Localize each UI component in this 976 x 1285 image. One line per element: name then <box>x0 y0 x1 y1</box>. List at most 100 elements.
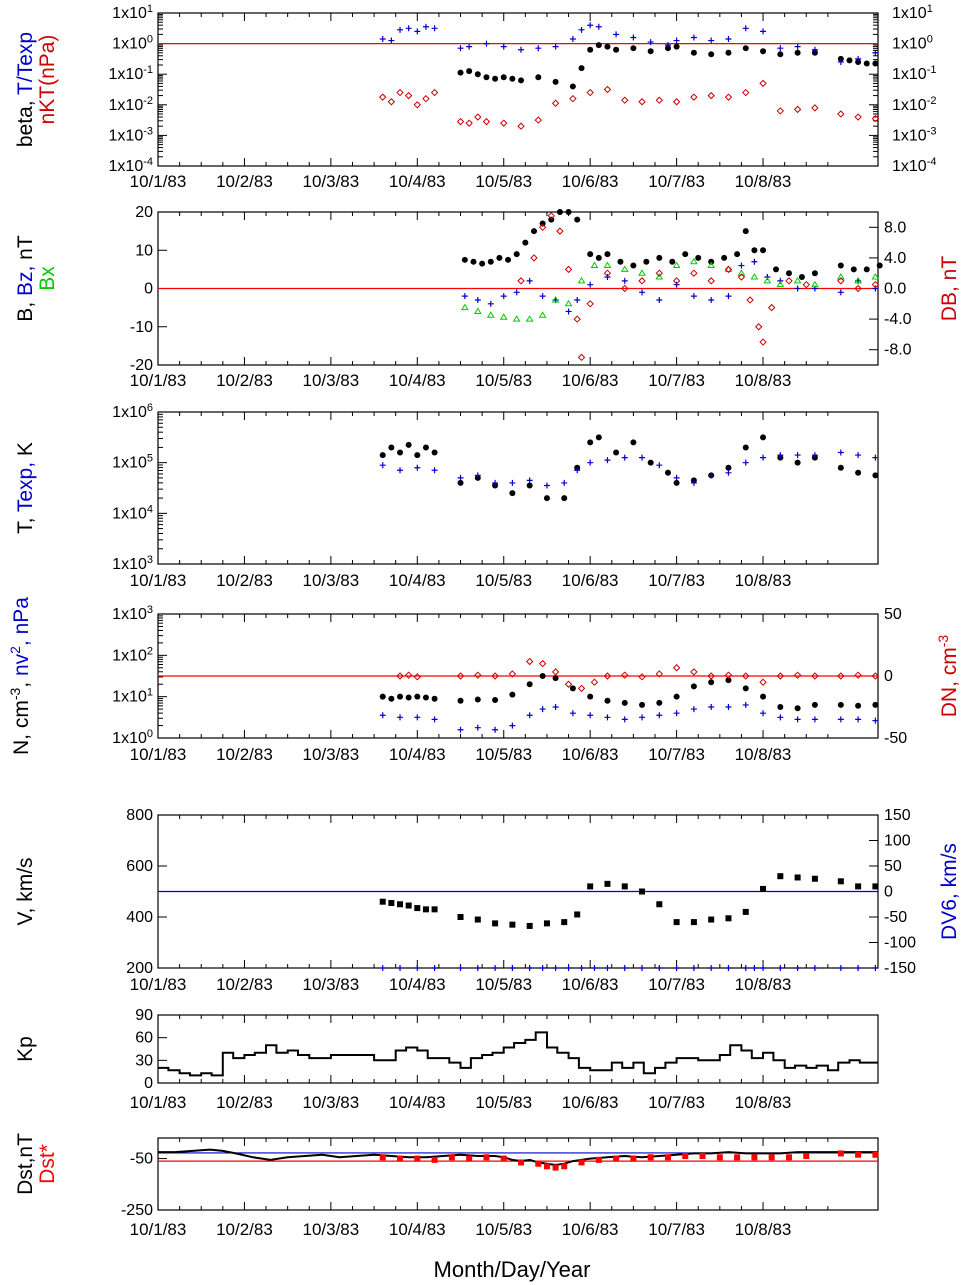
data-point <box>837 58 844 65</box>
x-tick-label: 10/1/83 <box>130 571 187 590</box>
x-tick-label: 10/1/83 <box>130 172 187 191</box>
data-point <box>526 681 533 688</box>
y-tick-label: 800 <box>126 807 153 824</box>
data-point <box>638 277 646 285</box>
data-point <box>574 467 581 474</box>
x-tick-label: 10/4/83 <box>389 1220 446 1239</box>
tick-mantissa: 1x10 <box>112 647 147 664</box>
data-point <box>613 46 620 53</box>
data-point <box>751 247 758 254</box>
x-tick-label: 10/5/83 <box>475 571 532 590</box>
x-tick-label: 10/6/83 <box>562 975 619 994</box>
data-point <box>604 880 611 887</box>
data-point <box>793 105 802 114</box>
data-point <box>872 965 879 971</box>
data-point <box>474 296 481 303</box>
data-point <box>604 251 611 258</box>
data-point <box>534 116 543 124</box>
data-point <box>405 694 412 701</box>
data-point <box>794 43 801 50</box>
tick-mantissa: 1x10 <box>112 689 147 706</box>
data-point <box>737 269 746 276</box>
data-point <box>414 714 421 721</box>
data-point <box>837 701 844 708</box>
data-point <box>470 258 477 265</box>
tick-mantissa: 1x10 <box>892 97 927 114</box>
y-axis-title-part: K <box>14 442 37 456</box>
y-axis-title-part: V, km/s <box>14 857 37 925</box>
data-point <box>457 726 464 733</box>
data-point <box>379 462 386 469</box>
data-point <box>656 254 663 261</box>
series-1 <box>379 1150 879 1171</box>
y-axis-title-part: Texp, <box>14 456 37 512</box>
y2-tick-label: -50 <box>884 730 907 747</box>
data-point <box>526 482 533 489</box>
data-point <box>777 452 784 459</box>
data-point <box>751 258 758 265</box>
y-tick-label: 1x101 <box>892 3 933 22</box>
data-point <box>725 915 732 922</box>
series-0 <box>457 42 879 90</box>
y2-axis-title-part: nKT(nPa) <box>36 35 59 125</box>
y-tick-label: 30 <box>135 1052 153 1069</box>
x-tick-label: 10/2/83 <box>216 371 273 390</box>
x-tick-label: 10/2/83 <box>216 571 273 590</box>
data-point <box>672 98 681 106</box>
data-point <box>474 696 481 703</box>
data-point <box>690 93 698 101</box>
data-point <box>742 701 749 708</box>
data-point <box>876 262 883 269</box>
x-tick-label: 10/4/83 <box>389 1093 446 1112</box>
panel-velocity: 800 600 400 200 150 100 50 0 -50 -100 -150 10/1/83 1… <box>14 807 961 994</box>
data-point <box>539 673 546 679</box>
data-point <box>565 209 572 215</box>
data-point <box>413 101 422 109</box>
data-point <box>794 874 801 881</box>
y-tick-label: 1x10-2 <box>892 95 936 114</box>
data-point <box>863 60 870 67</box>
data-point <box>767 303 776 312</box>
data-point <box>543 482 550 489</box>
data-point <box>586 300 594 308</box>
data-point <box>656 462 663 469</box>
data-point <box>620 265 629 272</box>
data-point <box>466 1155 473 1162</box>
data-point <box>535 1160 542 1167</box>
y-axis-title-part: T/Texp <box>14 32 37 95</box>
data-point <box>855 469 862 476</box>
data-point <box>656 296 663 303</box>
tick-exponent: 0 <box>147 728 153 740</box>
data-point <box>525 315 534 322</box>
tick-mantissa: 1x10 <box>892 5 927 22</box>
data-point <box>734 251 741 258</box>
data-point <box>794 705 801 712</box>
data-point <box>621 716 628 723</box>
tick-exponent: 3 <box>147 554 153 566</box>
data-point <box>854 113 862 121</box>
data-point <box>587 693 594 700</box>
y-tick-label: 10 <box>135 242 153 259</box>
data-point <box>776 672 785 680</box>
tick-exponent: -1 <box>927 64 937 76</box>
data-point <box>664 42 671 49</box>
data-point <box>639 454 646 461</box>
data-point <box>474 671 482 679</box>
data-point <box>457 69 464 76</box>
data-point <box>414 1155 421 1162</box>
data-point <box>690 269 698 277</box>
data-point <box>487 300 494 307</box>
tick-mantissa: 1x10 <box>892 36 927 53</box>
data-point <box>695 254 702 261</box>
data-point <box>673 281 680 288</box>
data-point <box>379 36 386 43</box>
tick-exponent: 1 <box>927 3 933 15</box>
data-point <box>811 701 818 708</box>
data-point <box>742 459 749 466</box>
series-1 <box>379 449 879 489</box>
x-tick-label: 10/5/83 <box>475 1220 532 1239</box>
data-point <box>708 704 715 710</box>
